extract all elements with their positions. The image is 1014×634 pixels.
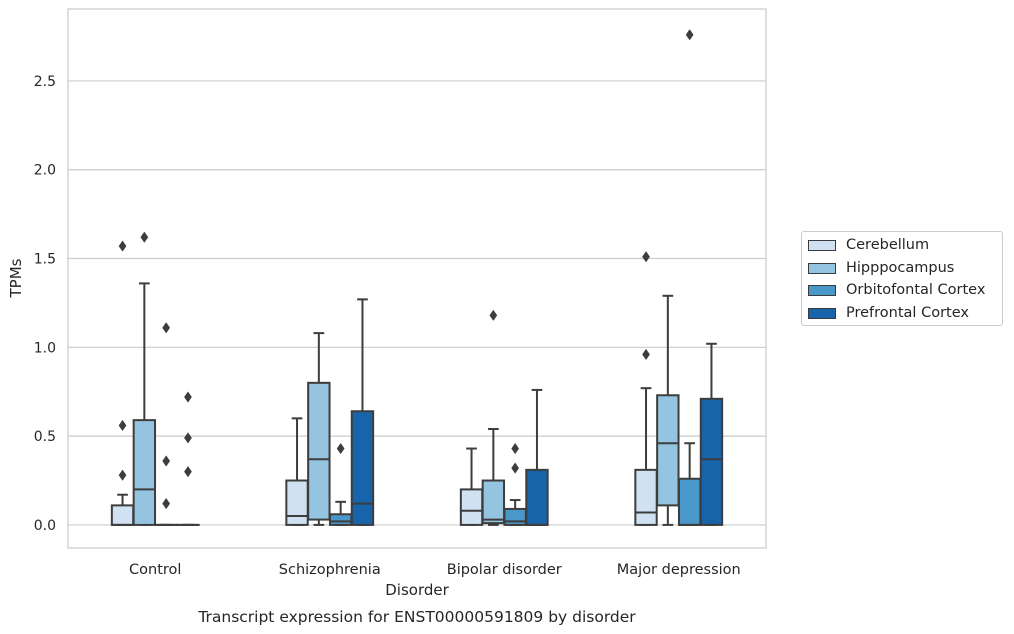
legend-label: Hipppocampus — [846, 259, 955, 276]
y-tick-label: 1.0 — [34, 340, 56, 356]
iqr-box — [285, 479, 309, 526]
box-2-2 — [503, 442, 527, 526]
outlier-point — [118, 469, 127, 481]
outlier-point — [184, 465, 192, 478]
figure-caption: Transcript expression for ENST0000059180… — [197, 608, 636, 626]
y-axis-label: TPMs — [7, 258, 25, 298]
plot-area-frame — [67, 8, 767, 549]
outlier-point — [489, 309, 498, 321]
y-axis-ticks: 0.0 0.5 1.0 1.5 2.0 2.5 — [34, 74, 56, 534]
box-1-2 — [481, 309, 506, 526]
iqr-box — [656, 394, 680, 507]
iqr-box — [481, 479, 506, 525]
iqr-box — [132, 419, 157, 526]
box-2-0 — [154, 322, 178, 526]
y-tick-label: 2.0 — [34, 163, 56, 179]
iqr-box — [634, 468, 658, 526]
box-1-1 — [307, 332, 331, 526]
outlier-point — [162, 497, 171, 510]
box-plot-marks — [110, 29, 724, 526]
box-0-3 — [634, 251, 658, 526]
outlier-point — [184, 432, 192, 444]
x-axis-label: Disorder — [385, 581, 449, 599]
legend-swatch — [808, 262, 836, 274]
iqr-box — [110, 504, 135, 526]
outlier-point — [162, 455, 171, 467]
iqr-box — [350, 410, 375, 526]
outlier-point — [140, 231, 149, 243]
x-tick-label: Schizophrenia — [279, 562, 381, 578]
x-tick-label: Bipolar disorder — [447, 562, 562, 578]
outlier-point — [336, 442, 345, 455]
box-3-0 — [176, 391, 200, 526]
iqr-box — [459, 488, 484, 526]
box-3-1 — [350, 298, 375, 526]
box-3-2 — [525, 388, 549, 526]
legend-swatch — [808, 240, 836, 251]
iqr-box — [503, 507, 527, 526]
outlier-point — [118, 240, 127, 252]
box-2-3 — [677, 29, 702, 526]
box-0-0 — [110, 240, 135, 526]
box-0-2 — [459, 447, 484, 526]
iqr-box — [677, 477, 702, 526]
box-1-3 — [656, 294, 680, 526]
y-tick-label: 1.5 — [34, 252, 56, 268]
outlier-point — [685, 29, 694, 41]
box-1-0 — [132, 231, 157, 526]
legend-swatch — [808, 285, 836, 297]
x-tick-label: Control — [129, 562, 181, 578]
iqr-box — [525, 468, 549, 526]
outlier-point — [642, 348, 650, 361]
outlier-point — [184, 391, 192, 403]
box-3-3 — [699, 342, 724, 526]
y-tick-label: 2.5 — [34, 74, 56, 90]
iqr-box — [307, 381, 331, 521]
box-2-1 — [328, 442, 353, 526]
outlier-point — [511, 462, 520, 474]
box-0-1 — [285, 417, 309, 526]
outlier-point — [118, 419, 127, 432]
legend: Cerebellum Hipppocampus Orbitofontal Corte… — [801, 231, 1003, 326]
iqr-box — [699, 397, 724, 526]
x-axis-ticks: Control Schizophrenia Bipolar disorder Majo… — [129, 562, 741, 578]
outlier-point — [511, 442, 520, 455]
legend-label: Cerebellum — [846, 237, 930, 253]
legend-label: Orbitofontal Cortex — [846, 282, 986, 299]
x-tick-label: Major depression — [617, 562, 741, 578]
y-tick-label: 0.0 — [34, 518, 56, 534]
y-tick-label: 0.5 — [34, 429, 56, 445]
legend-swatch — [808, 308, 836, 320]
outlier-point — [642, 251, 650, 263]
legend-label: Prefrontal Cortex — [846, 305, 969, 322]
iqr-box — [328, 513, 353, 526]
outlier-point — [162, 322, 171, 334]
